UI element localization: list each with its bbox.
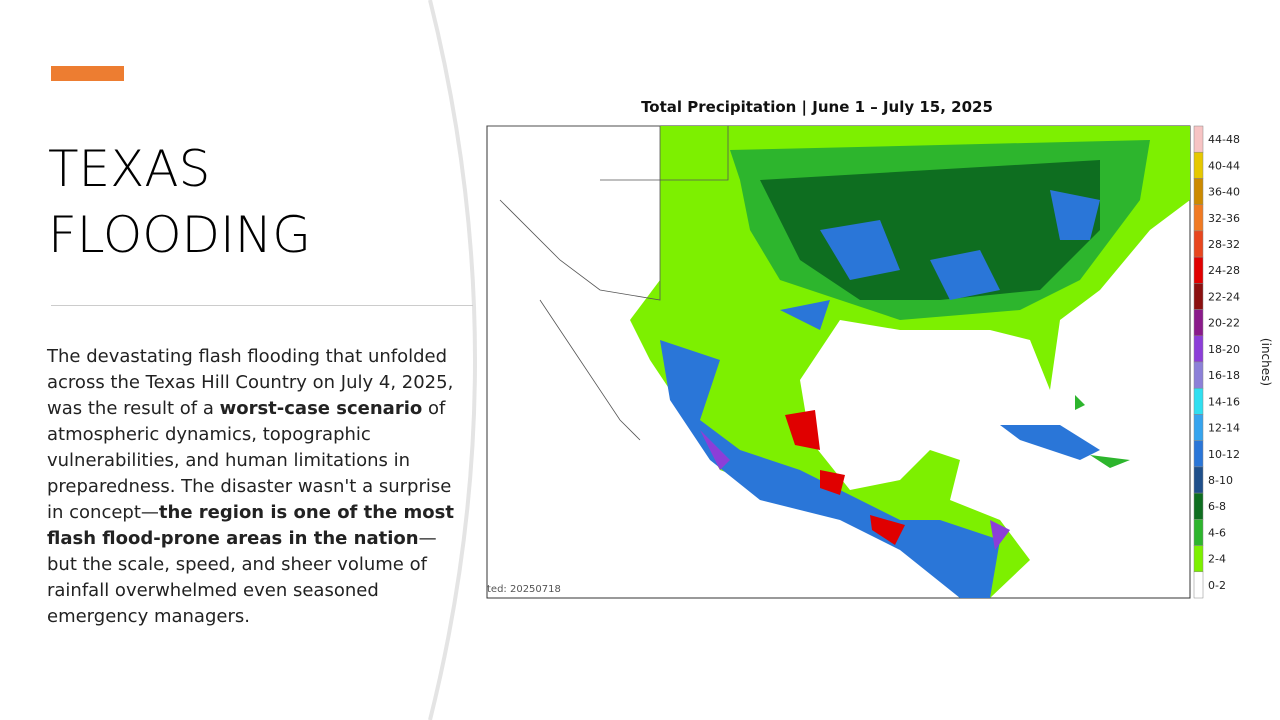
bold-text: the region is one of the most flash floo… xyxy=(47,502,454,549)
body-text: The devastating flash flooding that unfo… xyxy=(47,344,457,630)
slide-title: TEXAS FLOODING xyxy=(48,136,311,268)
legend-label: 8-10 xyxy=(1208,474,1233,487)
divider xyxy=(51,305,473,306)
legend-label: 32-36 xyxy=(1208,212,1240,225)
legend-label: 2-4 xyxy=(1208,553,1226,566)
legend-label: 0-2 xyxy=(1208,579,1226,592)
islands xyxy=(1075,395,1130,468)
legend-swatch xyxy=(1193,283,1204,310)
panel-curve xyxy=(428,0,477,720)
legend-title: (inches) xyxy=(1259,338,1273,386)
map-stamp: ted: 20250718 xyxy=(487,584,561,595)
legend-label: 20-22 xyxy=(1208,317,1240,330)
legend-swatch xyxy=(1193,387,1204,415)
legend-label: 6-8 xyxy=(1208,500,1226,513)
bold-text: worst-case scenario xyxy=(219,398,423,419)
legend-swatch xyxy=(1193,204,1204,232)
land-blue-south xyxy=(660,340,1000,598)
legend-swatch xyxy=(1193,466,1204,494)
legend-swatch xyxy=(1193,414,1204,441)
legend-swatch xyxy=(1193,492,1204,520)
legend-swatch xyxy=(1193,125,1204,153)
map-title: Total Precipitation | June 1 – July 15, … xyxy=(641,98,993,117)
legend-swatch xyxy=(1193,571,1204,599)
legend-label: 12-14 xyxy=(1208,422,1240,435)
legend-label: 40-44 xyxy=(1208,159,1240,172)
legend-label: 44-48 xyxy=(1208,133,1240,146)
legend-swatch xyxy=(1193,309,1204,337)
legend-swatch xyxy=(1193,151,1204,179)
legend-label: 22-24 xyxy=(1208,290,1240,303)
cuba xyxy=(1000,425,1100,460)
legend-swatch xyxy=(1193,256,1204,284)
title-line: TEXAS xyxy=(48,140,211,198)
legend-label: 14-16 xyxy=(1208,395,1240,408)
borders xyxy=(487,125,729,441)
title-line: FLOODING xyxy=(48,206,311,264)
accent-bar xyxy=(51,66,124,81)
land-red xyxy=(785,410,905,545)
land-blue xyxy=(780,190,1100,330)
text-run: —but the scale, speed, and sheer volume … xyxy=(47,528,437,627)
legend-swatch xyxy=(1193,361,1204,389)
legend-label: 16-18 xyxy=(1208,369,1240,382)
legend-label: 18-20 xyxy=(1208,343,1240,356)
legend-swatch xyxy=(1193,178,1204,205)
legend-label: 36-40 xyxy=(1208,186,1240,199)
legend-swatch xyxy=(1193,519,1204,546)
legend-swatch xyxy=(1193,230,1204,258)
text-run: of atmospheric dynamics, topographic vul… xyxy=(47,398,452,523)
legend-swatch xyxy=(1193,440,1204,468)
legend-swatch xyxy=(1193,545,1204,573)
legend-label: 28-32 xyxy=(1208,238,1240,251)
legend-label: 4-6 xyxy=(1208,526,1226,539)
map xyxy=(486,125,1191,599)
legend-swatch xyxy=(1193,335,1204,363)
legend: 44-48 40-44 36-40 32-36 28-32 24-28 22-24 20-22… xyxy=(1193,125,1240,599)
legend-label: 10-12 xyxy=(1208,448,1240,461)
legend-label: 24-28 xyxy=(1208,264,1240,277)
text-run: The devastating flash flooding that unfo… xyxy=(47,346,454,419)
